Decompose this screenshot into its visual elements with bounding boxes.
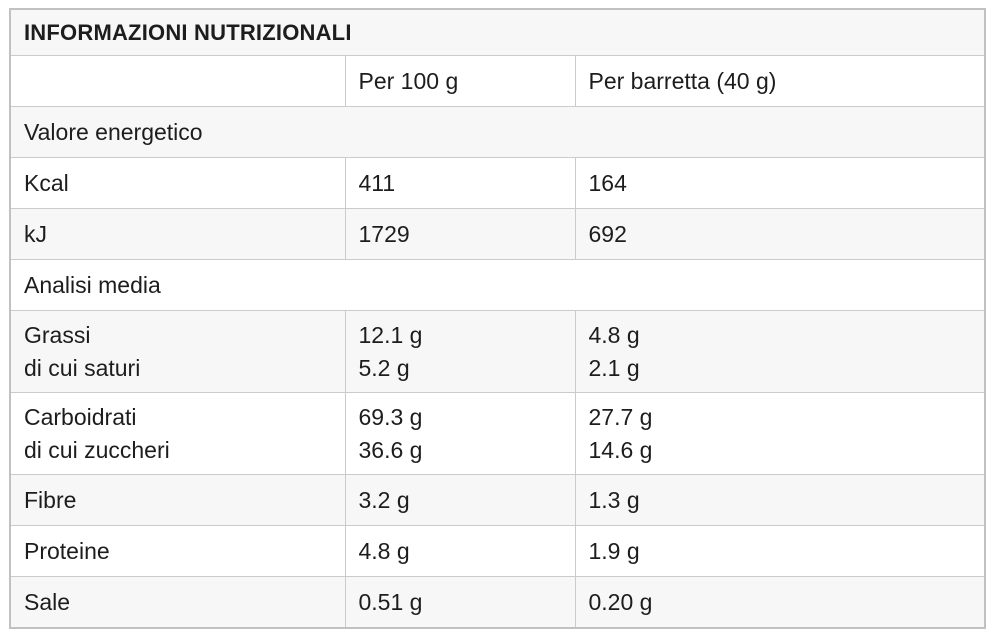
value-kj-per-100g: 1729 — [344, 208, 575, 260]
value-fibre-per-barretta: 1.3 g — [574, 474, 985, 526]
value-carboidrati-per-barretta: 27.7 g 14.6 g — [574, 392, 985, 475]
value-sale-per-barretta: 0.20 g — [574, 576, 985, 628]
table-row-carboidrati: Carboidrati di cui zuccheri 69.3 g 36.6 … — [10, 392, 985, 475]
value-subline: 36.6 g — [358, 436, 423, 463]
table-row-grassi: Grassi di cui saturi 12.1 g 5.2 g 4.8 g … — [10, 310, 985, 393]
table-row-kj: kJ 1729 692 — [10, 208, 985, 260]
value-kcal-per-barretta: 164 — [574, 157, 985, 209]
value-carboidrati-per-100g: 69.3 g 36.6 g — [344, 392, 575, 475]
column-header-per-barretta: Per barretta (40 g) — [574, 55, 985, 107]
row-label-fibre: Fibre — [10, 474, 345, 526]
table-row-sale: Sale 0.51 g 0.20 g — [10, 576, 985, 628]
section-header-valore-energetico: Valore energetico — [10, 106, 985, 158]
value-line: 69.3 g — [358, 403, 423, 430]
value-line: 12.1 g — [358, 321, 423, 348]
row-label-subline: di cui saturi — [24, 354, 141, 381]
value-line: 27.7 g — [588, 403, 653, 430]
row-label-subline: di cui zuccheri — [24, 436, 170, 463]
row-label-line: Carboidrati — [24, 403, 137, 430]
value-subline: 5.2 g — [358, 354, 410, 381]
row-label-kj: kJ — [10, 208, 345, 260]
row-label-sale: Sale — [10, 576, 345, 628]
table-row-kcal: Kcal 411 164 — [10, 157, 985, 209]
value-grassi-per-100g: 12.1 g 5.2 g — [344, 310, 575, 393]
value-subline: 14.6 g — [588, 436, 653, 463]
column-header-row: Per 100 g Per barretta (40 g) — [10, 55, 985, 107]
row-label-proteine: Proteine — [10, 525, 345, 577]
value-grassi-per-barretta: 4.8 g 2.1 g — [574, 310, 985, 393]
value-kj-per-barretta: 692 — [574, 208, 985, 260]
section-header-analisi-media: Analisi media — [10, 259, 985, 311]
value-proteine-per-barretta: 1.9 g — [574, 525, 985, 577]
nutrition-table: INFORMAZIONI NUTRIZIONALI Per 100 g Per … — [9, 8, 986, 629]
header-spacer-cell — [10, 55, 345, 107]
table-row-proteine: Proteine 4.8 g 1.9 g — [10, 525, 985, 577]
value-fibre-per-100g: 3.2 g — [344, 474, 575, 526]
row-label-carboidrati: Carboidrati di cui zuccheri — [10, 392, 345, 475]
row-label-grassi: Grassi di cui saturi — [10, 310, 345, 393]
column-header-per-100g: Per 100 g — [344, 55, 575, 107]
value-sale-per-100g: 0.51 g — [344, 576, 575, 628]
row-label-line: Grassi — [24, 321, 91, 348]
section-header-row: Analisi media — [10, 259, 985, 311]
value-subline: 2.1 g — [588, 354, 640, 381]
section-header-row: Valore energetico — [10, 106, 985, 158]
row-label-kcal: Kcal — [10, 157, 345, 209]
value-proteine-per-100g: 4.8 g — [344, 525, 575, 577]
title-row: INFORMAZIONI NUTRIZIONALI — [10, 9, 985, 56]
table-row-fibre: Fibre 3.2 g 1.3 g — [10, 474, 985, 526]
value-kcal-per-100g: 411 — [344, 157, 575, 209]
table-title: INFORMAZIONI NUTRIZIONALI — [24, 19, 352, 45]
value-line: 4.8 g — [588, 321, 640, 348]
